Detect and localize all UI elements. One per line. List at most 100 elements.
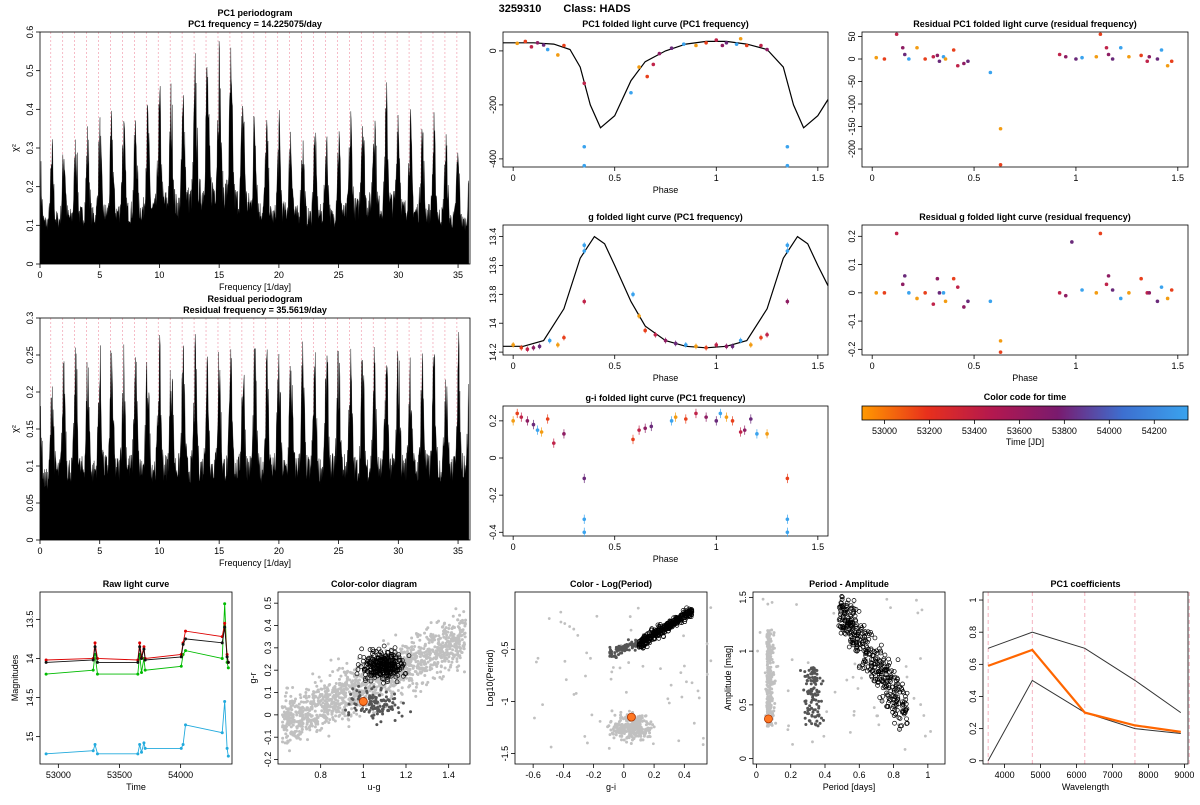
- field-star-point: [632, 736, 636, 740]
- y-tick-label: 0.25: [25, 346, 35, 364]
- class-member-point: [819, 716, 823, 720]
- field-star-point: [367, 685, 371, 689]
- field-star-point: [709, 659, 713, 663]
- rr-lyrae-point: [871, 648, 877, 654]
- field-star-point: [410, 648, 414, 652]
- pc1-folded-panel: PC1 folded light curve (PC1 frequency) 0 0…: [488, 19, 829, 195]
- data-point: [541, 43, 546, 47]
- field-star-point: [853, 662, 857, 666]
- residual-periodogram-title: Residual periodogram: [207, 294, 302, 304]
- rr-lyrae-point: [867, 652, 873, 658]
- data-point: [1057, 52, 1062, 57]
- rr-lyrae-point: [892, 720, 897, 726]
- field-star-point: [434, 657, 438, 661]
- data-point: [724, 41, 729, 45]
- field-star-point: [289, 694, 293, 698]
- object-id: 3259310: [499, 3, 542, 15]
- field-star-point: [439, 665, 443, 669]
- field-star-point: [620, 734, 624, 738]
- rr-lyrae-point: [868, 662, 874, 668]
- class-member-point: [815, 702, 819, 706]
- class-member-point: [809, 700, 813, 704]
- data-point: [738, 338, 743, 343]
- class-member-point: [802, 688, 806, 692]
- rr-lyrae-point: [866, 636, 872, 642]
- data-point: [724, 415, 729, 419]
- pc1-periodogram-spectrum: [39, 41, 469, 265]
- class-member-point: [815, 719, 819, 723]
- rr-lyrae-point: [665, 621, 671, 627]
- field-star-point: [407, 657, 411, 661]
- field-star-point: [682, 634, 685, 638]
- field-star-point: [405, 667, 409, 671]
- data-point: [923, 57, 927, 61]
- field-star-point: [316, 715, 320, 719]
- field-star-point: [610, 709, 614, 713]
- field-star-point: [766, 602, 770, 606]
- field-star-point: [615, 725, 619, 729]
- field-star-point: [649, 720, 653, 724]
- x-tick-label: 20: [274, 270, 284, 280]
- field-star-point: [289, 704, 293, 708]
- field-star-point: [767, 655, 771, 659]
- data-point: [1070, 240, 1074, 244]
- data-point: [511, 419, 515, 423]
- rr-lyrae-point: [848, 603, 854, 609]
- field-star-point: [325, 686, 329, 690]
- rr-lyrae-point: [838, 600, 844, 606]
- color-color-panel: Color-color diagram 0.8 1 1.2 1.4 -0.2 -0.1 0 0.…: [248, 579, 471, 792]
- field-star-point: [293, 734, 297, 738]
- field-star-point: [832, 611, 836, 615]
- field-star-point: [376, 691, 380, 695]
- field-star-point: [462, 647, 466, 651]
- data-point: [629, 90, 633, 95]
- data-point: [915, 296, 919, 301]
- field-star-point: [763, 671, 767, 675]
- field-star-point: [341, 711, 345, 715]
- rr-lyrae-point: [680, 613, 686, 618]
- x-tick-label: 7000: [1102, 770, 1122, 780]
- class-member-point: [616, 645, 620, 649]
- class-member-point: [367, 697, 371, 701]
- data-point: [907, 291, 911, 295]
- field-star-point: [614, 733, 618, 737]
- field-star-point: [574, 691, 578, 695]
- class-member-point: [384, 690, 388, 694]
- field-star-point: [612, 736, 616, 740]
- field-star-point: [342, 700, 346, 704]
- rr-lyrae-point: [357, 654, 363, 659]
- rr-lyrae-point: [860, 666, 866, 671]
- rr-lyrae-point: [883, 668, 889, 674]
- data-point: [951, 276, 956, 281]
- field-star-point: [306, 711, 310, 715]
- field-star-point: [642, 719, 646, 723]
- y-tick-label: 14.2: [488, 343, 498, 361]
- field-star-point: [333, 695, 337, 699]
- data-point: [1110, 288, 1115, 292]
- field-star-point: [425, 683, 429, 687]
- data-point: [765, 332, 769, 337]
- field-star-point: [426, 626, 430, 630]
- field-star-point: [280, 705, 284, 709]
- series-i-point: [138, 645, 142, 649]
- rr-lyrae-point: [863, 637, 868, 643]
- field-star-point: [306, 719, 310, 723]
- series-u-point: [179, 746, 183, 750]
- rr-lyrae-point: [879, 698, 885, 704]
- field-star-point: [880, 699, 884, 703]
- field-star-point: [326, 710, 330, 714]
- x-tick-label: 25: [334, 546, 344, 556]
- class-member-point: [616, 653, 620, 657]
- color-log-period-ylabel: Log10(Period): [485, 649, 495, 706]
- class-member-point: [375, 701, 379, 705]
- field-star-point: [287, 713, 291, 717]
- field-star-point: [769, 677, 773, 681]
- data-point: [882, 57, 887, 61]
- y-tick-label: -400: [488, 150, 498, 168]
- field-star-point: [772, 706, 776, 710]
- field-star-point: [429, 663, 433, 667]
- field-star-point: [286, 717, 290, 721]
- class-member-point: [382, 705, 386, 709]
- field-star-point: [459, 621, 463, 625]
- field-star-point: [677, 739, 681, 743]
